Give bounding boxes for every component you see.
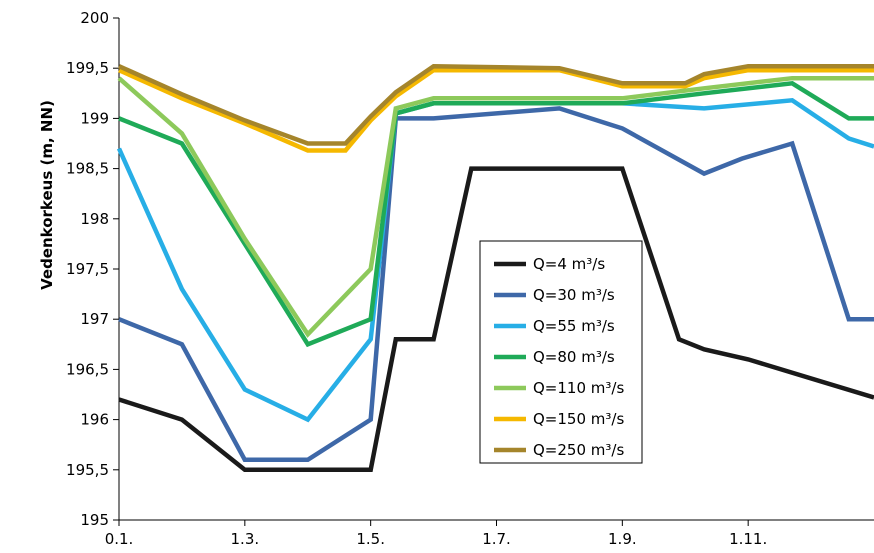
legend-label: Q=110 m³/s <box>533 379 624 397</box>
legend-label: Q=250 m³/s <box>533 441 624 459</box>
x-tick-label: 0.1. <box>105 530 134 548</box>
legend-box <box>479 240 643 464</box>
x-tick-label: 1.9. <box>608 530 637 548</box>
legend-label: Q=4 m³/s <box>533 255 605 273</box>
x-tick-label: 1.3. <box>231 530 260 548</box>
y-tick-label: 199 <box>80 109 109 127</box>
x-tick-label: 1.7. <box>482 530 511 548</box>
axes: 195 195,5 196 196,5 197 197,5 198 198,5 199 199,5… <box>66 9 874 548</box>
y-tick-label: 195,5 <box>66 461 109 479</box>
y-tick-label: 200 <box>80 9 109 27</box>
series-line-4 <box>118 80 874 348</box>
series-line-7 <box>118 63 874 146</box>
legend-label: Q=55 m³/s <box>533 317 615 335</box>
series-line-6 <box>118 67 874 153</box>
y-tick-label: 199,5 <box>66 59 109 77</box>
y-tick-label: 195 <box>80 511 109 529</box>
series-line-5 <box>117 75 874 338</box>
y-axis-title: Vedenkorkeus (m, NN) <box>38 100 56 290</box>
y-tick-label: 197 <box>80 310 109 328</box>
legend: Q=4 m³/s Q=30 m³/s Q=55 m³/s Q=80 m³/s Q=110… <box>479 240 643 464</box>
y-tick-label: 196 <box>80 411 109 429</box>
series-layer <box>116 63 874 473</box>
legend-label: Q=80 m³/s <box>533 348 615 366</box>
y-tick-label: 196,5 <box>66 360 109 378</box>
y-tick-label: 198 <box>80 210 109 228</box>
x-tick-label: 1.11. <box>729 530 767 548</box>
x-tick-label: 1.5. <box>356 530 385 548</box>
legend-label: Q=30 m³/s <box>533 286 615 304</box>
y-tick-label: 198,5 <box>66 160 109 178</box>
series-line-1 <box>118 166 874 473</box>
y-tick-label: 197,5 <box>66 260 109 278</box>
legend-label: Q=150 m³/s <box>533 410 624 428</box>
series-line-2 <box>118 106 874 463</box>
